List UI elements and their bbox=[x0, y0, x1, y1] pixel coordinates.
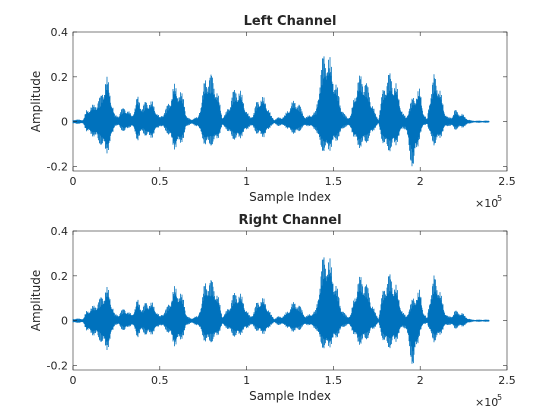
x-exponent-power: 5 bbox=[497, 393, 502, 402]
x-tick-label: 0.5 bbox=[151, 374, 169, 387]
y-tick-label: -0.2 bbox=[47, 360, 68, 373]
x-tick-label: 2.5 bbox=[498, 175, 516, 188]
x-tick-label: 1 bbox=[243, 175, 250, 188]
x-tick-label: 1.5 bbox=[325, 175, 343, 188]
y-tick-label: 0.4 bbox=[51, 225, 69, 238]
y-tick-label: -0.2 bbox=[47, 161, 68, 174]
y-tick-label: 0.4 bbox=[51, 26, 69, 39]
y-tick-label: 0.2 bbox=[51, 270, 69, 283]
x-tick-label: 1.5 bbox=[325, 374, 343, 387]
x-exponent-base: ×10 bbox=[475, 197, 498, 210]
x-tick-label: 0 bbox=[70, 374, 77, 387]
x-tick-label: 0.5 bbox=[151, 175, 169, 188]
y-axis-label: Amplitude bbox=[29, 71, 43, 133]
x-tick-label: 2 bbox=[417, 374, 424, 387]
x-exponent-power: 5 bbox=[497, 194, 502, 203]
x-tick-label: 1 bbox=[243, 374, 250, 387]
x-axis-label: Sample Index bbox=[249, 389, 331, 403]
x-tick-label: 2.5 bbox=[498, 374, 516, 387]
y-tick-label: 0.2 bbox=[51, 71, 69, 84]
y-tick-label: 0 bbox=[61, 315, 68, 328]
x-exponent-base: ×10 bbox=[475, 396, 498, 409]
x-axis-label: Sample Index bbox=[249, 190, 331, 204]
chart-title: Right Channel bbox=[238, 213, 341, 228]
chart-title: Left Channel bbox=[244, 14, 337, 29]
x-tick-label: 2 bbox=[417, 175, 424, 188]
y-tick-label: 0 bbox=[61, 116, 68, 129]
y-axis-label: Amplitude bbox=[29, 270, 43, 332]
x-tick-label: 0 bbox=[70, 175, 77, 188]
